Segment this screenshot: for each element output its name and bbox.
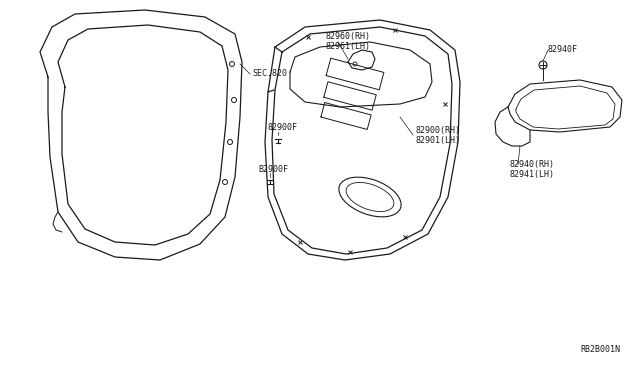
Text: 82900(RH): 82900(RH) bbox=[415, 125, 460, 135]
Text: 82900F: 82900F bbox=[268, 122, 298, 131]
Text: SEC.820: SEC.820 bbox=[252, 70, 287, 78]
Text: RB2B001N: RB2B001N bbox=[580, 345, 620, 354]
Text: 82901(LH): 82901(LH) bbox=[415, 135, 460, 144]
Text: 82940F: 82940F bbox=[548, 45, 578, 55]
Text: 82961(LH): 82961(LH) bbox=[325, 42, 370, 51]
Text: B2900F: B2900F bbox=[258, 166, 288, 174]
Text: 82941(LH): 82941(LH) bbox=[510, 170, 555, 179]
Text: 82960(RH): 82960(RH) bbox=[325, 32, 370, 42]
Text: 82940(RH): 82940(RH) bbox=[510, 160, 555, 169]
